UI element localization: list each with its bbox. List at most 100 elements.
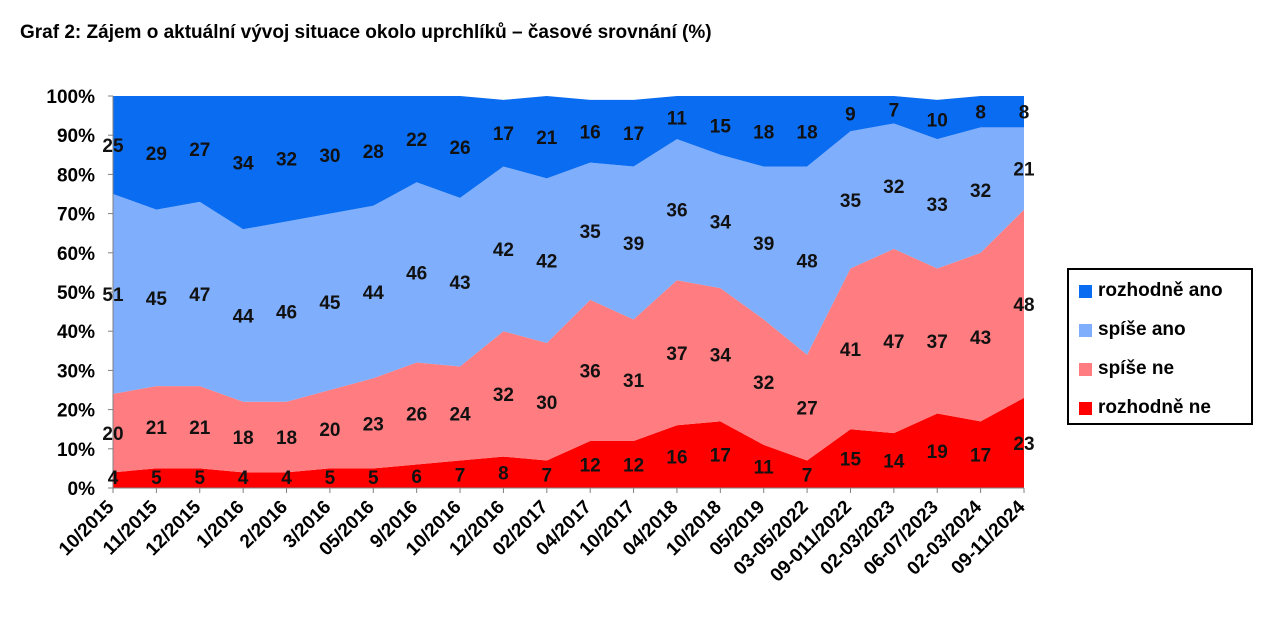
data-label-rozhodne-ne: 17	[970, 446, 991, 467]
area-spise-ano	[113, 123, 1024, 402]
area-layer	[113, 96, 1024, 488]
legend-label: spíše ne	[1098, 358, 1175, 379]
data-label-rozhodne-ne: 5	[194, 468, 205, 489]
data-label-spise-ne: 41	[840, 340, 862, 361]
data-label-rozhodne-ne: 5	[368, 468, 379, 489]
data-label-spise-ne: 32	[753, 373, 774, 394]
data-label-rozhodne-ne: 6	[411, 467, 422, 488]
legend-item-spise-ne: spíše ne	[1079, 358, 1174, 380]
data-label-spise-ano: 32	[883, 177, 904, 198]
data-label-spise-ano: 35	[840, 191, 862, 212]
data-label-rozhodne-ano: 22	[406, 130, 427, 151]
data-label-rozhodne-ano: 18	[753, 122, 774, 143]
y-tick-label: 50%	[57, 283, 95, 304]
data-label-rozhodne-ne: 4	[108, 468, 119, 489]
data-label-spise-ano: 36	[666, 201, 687, 222]
data-label-spise-ne: 47	[883, 332, 904, 353]
data-label-spise-ano: 51	[102, 285, 124, 306]
area-rozhodne-ano	[113, 96, 1024, 230]
x-tick-label: 1/2016	[193, 497, 249, 553]
data-label-spise-ano: 21	[1013, 160, 1035, 181]
data-label-rozhodne-ano: 11	[667, 109, 688, 130]
data-label-rozhodne-ano: 28	[363, 142, 384, 163]
area-rozhodne-ne	[113, 397, 1024, 488]
data-label-rozhodne-ne: 11	[754, 457, 775, 478]
data-label-rozhodne-ne: 12	[623, 455, 644, 476]
data-label-spise-ano: 48	[797, 252, 818, 273]
area-spise-ne	[113, 209, 1024, 473]
legend-swatch	[1079, 284, 1092, 298]
data-label-rozhodne-ano: 15	[710, 116, 732, 137]
legend-swatch	[1079, 362, 1092, 376]
data-label-spise-ano: 44	[233, 307, 255, 328]
data-label-spise-ne: 20	[102, 424, 123, 445]
data-label-spise-ne: 37	[666, 344, 687, 365]
data-label-spise-ano: 46	[406, 263, 427, 284]
data-label-rozhodne-ne: 7	[542, 465, 553, 486]
data-label-spise-ano: 39	[753, 234, 774, 255]
legend-label: rozhodně ano	[1098, 280, 1223, 301]
data-label-spise-ne: 43	[970, 328, 991, 349]
data-label-rozhodne-ano: 27	[189, 140, 210, 161]
y-tick-label: 30%	[57, 361, 95, 382]
data-label-spise-ne: 21	[146, 418, 168, 439]
data-label-spise-ne: 21	[189, 418, 211, 439]
legend: rozhodně ano spíše ano spíše ne rozhodně…	[1067, 268, 1253, 425]
data-label-rozhodne-ano: 8	[975, 103, 986, 124]
data-label-rozhodne-ne: 19	[927, 442, 948, 463]
data-label-spise-ne: 37	[927, 332, 948, 353]
data-label-rozhodne-ano: 26	[449, 138, 470, 159]
data-label-rozhodne-ano: 7	[889, 101, 900, 122]
data-label-spise-ano: 42	[536, 252, 557, 273]
data-label-spise-ano: 42	[493, 240, 514, 261]
data-label-spise-ano: 33	[927, 195, 948, 216]
data-label-spise-ne: 20	[319, 420, 340, 441]
data-label-spise-ano: 32	[970, 181, 991, 202]
data-label-spise-ne: 18	[233, 428, 254, 449]
y-tick-label: 90%	[57, 126, 95, 147]
data-label-spise-ano: 45	[146, 289, 168, 310]
data-label-spise-ne: 30	[536, 393, 557, 414]
data-label-rozhodne-ne: 7	[802, 465, 813, 486]
legend-item-rozhodne-ne: rozhodně ne	[1079, 397, 1211, 419]
legend-label: spíše ano	[1098, 319, 1186, 340]
data-label-spise-ne: 34	[710, 346, 732, 367]
data-label-rozhodne-ano: 17	[493, 124, 514, 145]
data-label-rozhodne-ne: 5	[325, 468, 336, 489]
data-label-spise-ne: 48	[1013, 295, 1034, 316]
data-label-spise-ano: 35	[580, 222, 602, 243]
data-label-spise-ano: 44	[363, 283, 385, 304]
legend-item-spise-ano: spíše ano	[1079, 319, 1186, 341]
y-tick-label: 0%	[68, 479, 96, 500]
data-label-rozhodne-ano: 10	[927, 111, 948, 132]
data-label-rozhodne-ano: 34	[233, 154, 255, 175]
data-label-spise-ano: 45	[319, 293, 341, 314]
y-tick-label: 60%	[57, 244, 95, 265]
data-label-spise-ne: 31	[623, 371, 645, 392]
data-label-rozhodne-ano: 17	[623, 124, 644, 145]
y-tick-label: 10%	[57, 440, 95, 461]
data-label-rozhodne-ne: 16	[666, 448, 687, 469]
data-label-rozhodne-ne: 12	[580, 455, 601, 476]
y-tick-label: 70%	[57, 205, 95, 226]
x-tick-label: 2/2016	[236, 497, 292, 553]
data-label-spise-ne: 32	[493, 385, 514, 406]
legend-swatch	[1079, 401, 1092, 415]
data-label-rozhodne-ano: 16	[580, 122, 601, 143]
data-label-rozhodne-ano: 18	[797, 122, 818, 143]
data-label-rozhodne-ne: 8	[498, 463, 509, 484]
data-label-rozhodne-ano: 29	[146, 144, 167, 165]
data-label-spise-ne: 24	[449, 405, 471, 426]
data-label-spise-ne: 36	[580, 361, 601, 382]
data-label-spise-ano: 39	[623, 234, 644, 255]
data-label-spise-ne: 23	[363, 414, 384, 435]
data-label-rozhodne-ano: 32	[276, 150, 297, 171]
data-label-rozhodne-ne: 15	[840, 450, 862, 471]
data-label-rozhodne-ne: 5	[151, 468, 162, 489]
data-label-spise-ano: 34	[710, 212, 732, 233]
data-label-rozhodne-ano: 21	[536, 128, 558, 149]
data-label-spise-ne: 18	[276, 428, 297, 449]
data-label-rozhodne-ne: 23	[1013, 434, 1034, 455]
